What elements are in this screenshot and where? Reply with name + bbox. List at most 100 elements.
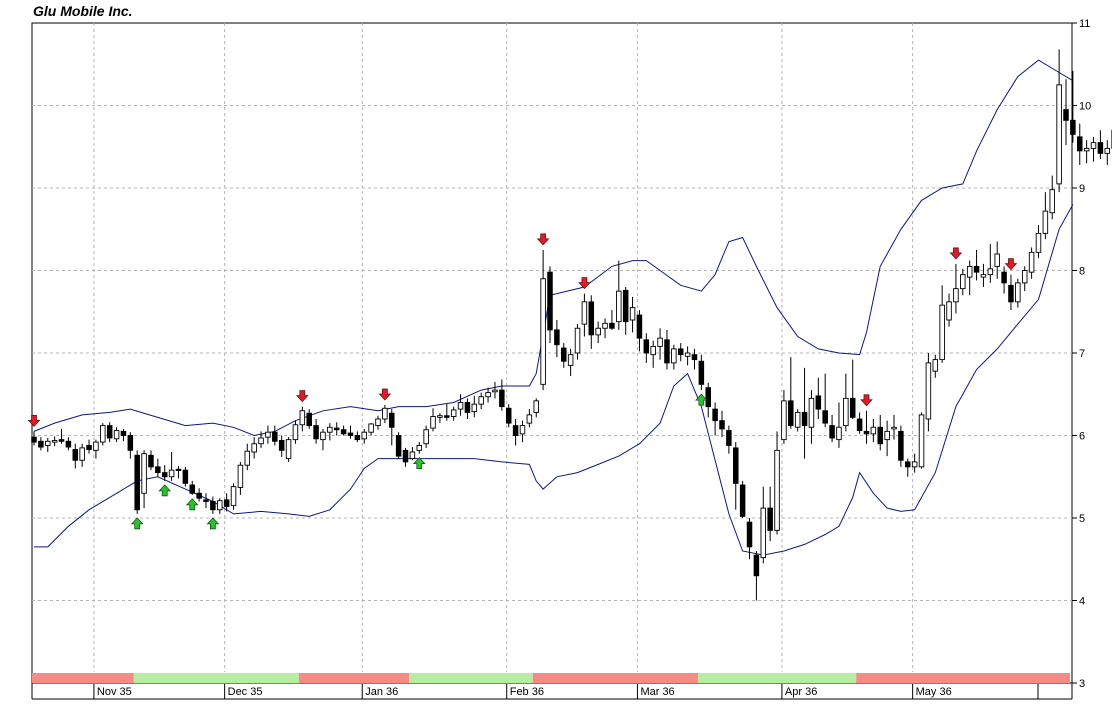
candle-up [836,426,842,441]
upper-band-line [33,59,1074,437]
candle-up [237,464,244,488]
candle-down [698,360,705,385]
candle-up [320,431,326,441]
candle-down [347,432,354,436]
bollinger-bands [33,59,1074,556]
x-tick-label: Dec 35 [228,686,263,698]
candle-down [636,314,643,339]
candle-up [781,400,787,441]
regime-red [856,673,1070,683]
candle-up [1035,232,1042,253]
candle-up [258,437,264,445]
candle-down [464,402,471,413]
candle-up [574,327,581,354]
sell-arrow [578,277,591,290]
candle-down [1070,119,1076,135]
candle-up [1021,270,1028,284]
candle-up [946,301,952,321]
regime-green [697,673,857,683]
candle-up [437,415,443,418]
candle-up [450,409,457,417]
candle-up [292,424,299,441]
candle-up [265,431,271,438]
candle-up [650,345,656,356]
candle-up [113,430,120,440]
candle-up [966,265,973,278]
candle-up [168,469,175,478]
candle-down [856,418,863,432]
regime-green [409,673,533,683]
candle-up [244,450,251,466]
candle-down [31,436,37,443]
candle-up [51,440,58,443]
candle-down [554,329,560,346]
x-tick-label: Mar 36 [640,686,674,698]
candle-up [382,407,388,420]
buy-arrow [412,457,426,469]
candle-up [939,304,945,361]
candle-down [278,440,285,451]
candle-down [210,501,216,511]
candle-up [1049,189,1055,214]
candle-down [746,521,753,548]
candle-up [1104,147,1111,154]
candle-up [1090,142,1097,149]
candle-up [540,278,546,385]
candle-up [1015,282,1021,303]
chart-title: Glu Mobile Inc. [33,3,133,19]
candle-up [492,389,498,393]
candle-down [272,431,278,442]
y-tick-label: 9 [1079,183,1085,195]
regime-green [133,673,299,683]
candle-up [1056,84,1062,185]
candle-up [884,430,890,441]
candle-up [45,440,51,446]
candle-up [1042,210,1049,234]
candle-down [189,484,195,494]
candle-down [175,468,182,471]
candle-down [691,354,698,361]
candle-up [368,423,374,433]
candle-up [774,449,780,531]
candle-up [526,414,533,424]
candle-up [423,429,429,445]
sell-arrow [296,390,309,403]
candle-down [705,387,711,408]
candle-down [726,430,732,446]
candle-down [1063,109,1069,121]
candle-up [285,439,292,460]
candle-down [561,347,567,362]
candle-down [905,461,911,468]
y-tick-label: 3 [1079,678,1085,690]
candle-up [478,396,484,405]
candle-down [609,322,615,329]
candle-down [767,507,773,531]
buy-arrow [206,517,220,530]
candle-down [134,454,140,511]
candle-down [1008,284,1014,303]
grid-lines [32,23,1072,672]
candle-down [877,426,883,445]
candles [31,49,1112,601]
candle-up [1028,251,1035,273]
candle-up [684,352,691,357]
candle-up [808,397,815,428]
candle-up [870,426,877,435]
candle-up [994,253,1000,267]
y-tick-label: 7 [1079,348,1085,360]
candle-down [223,499,230,507]
candle-up [100,425,106,443]
y-tick-label: 8 [1079,266,1085,278]
candle-up [932,359,939,372]
candle-up [1083,147,1090,152]
candle-up [616,290,622,323]
candle-down [127,435,134,451]
candle-up [457,402,464,410]
candle-down [815,395,822,410]
candle-down [739,484,746,517]
candle-up [911,461,918,468]
y-tick-label: 4 [1079,596,1085,608]
candle-down [203,499,209,502]
candle-up [657,337,663,347]
candle-up [471,403,478,413]
